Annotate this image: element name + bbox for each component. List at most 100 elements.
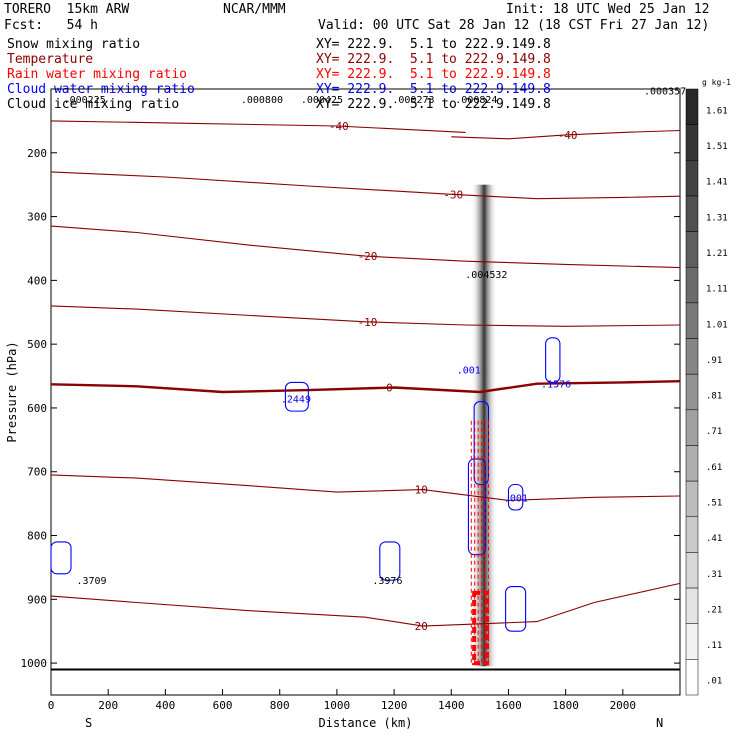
x-tick-label: 200: [98, 699, 118, 712]
colorbar-label: 1.31: [706, 213, 728, 223]
max-value-label: .000357: [644, 86, 686, 97]
colorbar-swatch: [685, 338, 699, 375]
temperature-contour-label: -30: [443, 188, 463, 201]
y-tick-label: 500: [27, 338, 47, 351]
x-tick-label: 800: [270, 699, 290, 712]
cloud-water-contour: [379, 541, 401, 581]
colorbar-swatch: [685, 195, 699, 232]
y-tick-label: 800: [27, 530, 47, 543]
x-tick-label: 0: [48, 699, 55, 712]
colorbar-swatch: [685, 302, 699, 339]
y-tick-label: 900: [27, 593, 47, 606]
colorbar-label: 1.61: [706, 106, 728, 116]
temperature-contour: [451, 129, 681, 140]
legend-xy-temperature: XY= 222.9. 5.1 to 222.9.149.8: [316, 52, 551, 67]
colorbar-label: 1.21: [706, 249, 728, 259]
temperature-contour-label: 20: [415, 620, 428, 633]
temperature-contour: [50, 120, 466, 133]
temperature-contour-label: 0: [386, 382, 393, 395]
colorbar-label: .11: [706, 641, 722, 651]
x-tick-label: 1400: [438, 699, 465, 712]
max-value-label: .2449: [281, 394, 311, 405]
temperature-contour-label: -10: [358, 316, 378, 329]
y-tick-label: 300: [27, 211, 47, 224]
cloud-water-contour: [284, 381, 309, 412]
colorbar-swatch: [685, 373, 699, 411]
cloud-water-contour: [507, 483, 524, 511]
temperature-contour-label: 10: [415, 484, 428, 497]
x-axis-label: Distance (km): [319, 716, 413, 730]
legend-name-snow: Snow mixing ratio: [7, 37, 141, 52]
max-value-label: .000800: [241, 95, 283, 106]
max-value-label: .000225: [64, 95, 106, 106]
legend-name-temperature: Temperature: [7, 52, 94, 67]
x-end-label-south: S: [85, 716, 92, 730]
temperature-contour: [50, 582, 681, 627]
y-tick-label: 1000: [21, 657, 48, 670]
y-tick-label: 400: [27, 274, 47, 287]
snow-shading: [471, 184, 498, 667]
colorbar-swatch: [685, 124, 699, 161]
header-fcst: Fcst: 54 h: [4, 18, 98, 33]
rain-core: [472, 590, 490, 666]
max-value-label: .000425: [301, 95, 343, 106]
y-tick-label: 200: [27, 147, 47, 160]
colorbar-label: .21: [706, 605, 722, 615]
colorbar-label: .61: [706, 463, 722, 473]
max-value-label: .001: [457, 366, 481, 377]
colorbar-swatch: [685, 160, 699, 197]
x-tick-label: 1600: [495, 699, 522, 712]
colorbar-swatch: [685, 480, 699, 518]
legend-xy-snow: XY= 222.9. 5.1 to 222.9.149.8: [316, 37, 551, 52]
colorbar-label: 1.01: [706, 320, 728, 330]
colorbar-swatch: [685, 409, 699, 446]
colorbar-swatch: [685, 231, 699, 268]
max-value-label: .000824: [455, 95, 497, 106]
legend-name-rain: Rain water mixing ratio: [7, 67, 188, 82]
cloud-water-contour: [467, 458, 487, 556]
x-tick-label: 400: [155, 699, 175, 712]
legend-name-cloud-ice: Cloud ice mixing ratio: [7, 97, 180, 112]
temperature-contour-label: -40: [329, 120, 349, 133]
colorbar-swatch: [685, 552, 699, 589]
x-tick-label: 1000: [324, 699, 351, 712]
legend-xy-rain: XY= 222.9. 5.1 to 222.9.149.8: [316, 67, 551, 82]
cloud-water-contour: [505, 586, 527, 632]
colorbar-label: .91: [706, 356, 722, 366]
max-value-label: .001: [504, 493, 528, 504]
max-value-label: .1576: [541, 380, 571, 391]
cloud-water-contour: [545, 337, 561, 383]
colorbar-unit: g kg-1: [702, 78, 731, 87]
colorbar-label: .51: [706, 499, 722, 509]
temperature-contour: [50, 380, 681, 394]
colorbar-swatch: [685, 587, 699, 624]
header-center: NCAR/MMM: [223, 2, 286, 17]
x-tick-label: 1200: [381, 699, 408, 712]
legend-xy-cloud-ice: XY= 222.9. 5.1 to 222.9.149.8: [316, 97, 551, 112]
colorbar-swatch: [685, 88, 699, 125]
colorbar-label: .71: [706, 427, 722, 437]
y-tick-label: 600: [27, 402, 47, 415]
x-end-label-north: N: [656, 716, 663, 730]
colorbar-swatch: [685, 266, 699, 304]
header-model: TORERO 15km ARW: [4, 2, 130, 17]
temperature-contour: [50, 171, 681, 200]
colorbar-swatch: [685, 516, 699, 553]
header-valid: Valid: 00 UTC Sat 28 Jan 12 (18 CST Fri …: [318, 18, 710, 33]
header-init: Init: 18 UTC Wed 25 Jan 12: [506, 2, 710, 17]
colorbar-swatch: [685, 623, 699, 660]
x-tick-label: 1800: [552, 699, 579, 712]
cloud-water-contour: [50, 541, 72, 575]
colorbar-label: 1.11: [706, 285, 728, 295]
y-tick-label: 700: [27, 466, 47, 479]
plot-frame: [50, 88, 681, 696]
colorbar-swatch: [685, 659, 699, 696]
max-value-label: .3976: [372, 576, 402, 587]
temperature-contour: [50, 225, 681, 269]
colorbar-label: .81: [706, 392, 722, 402]
colorbar-swatch: [685, 445, 699, 482]
max-value-label: .000273: [392, 95, 434, 106]
temperature-contour: [50, 474, 681, 501]
temperature-contour: [50, 305, 681, 327]
temperature-contour-label: -40: [558, 129, 578, 142]
